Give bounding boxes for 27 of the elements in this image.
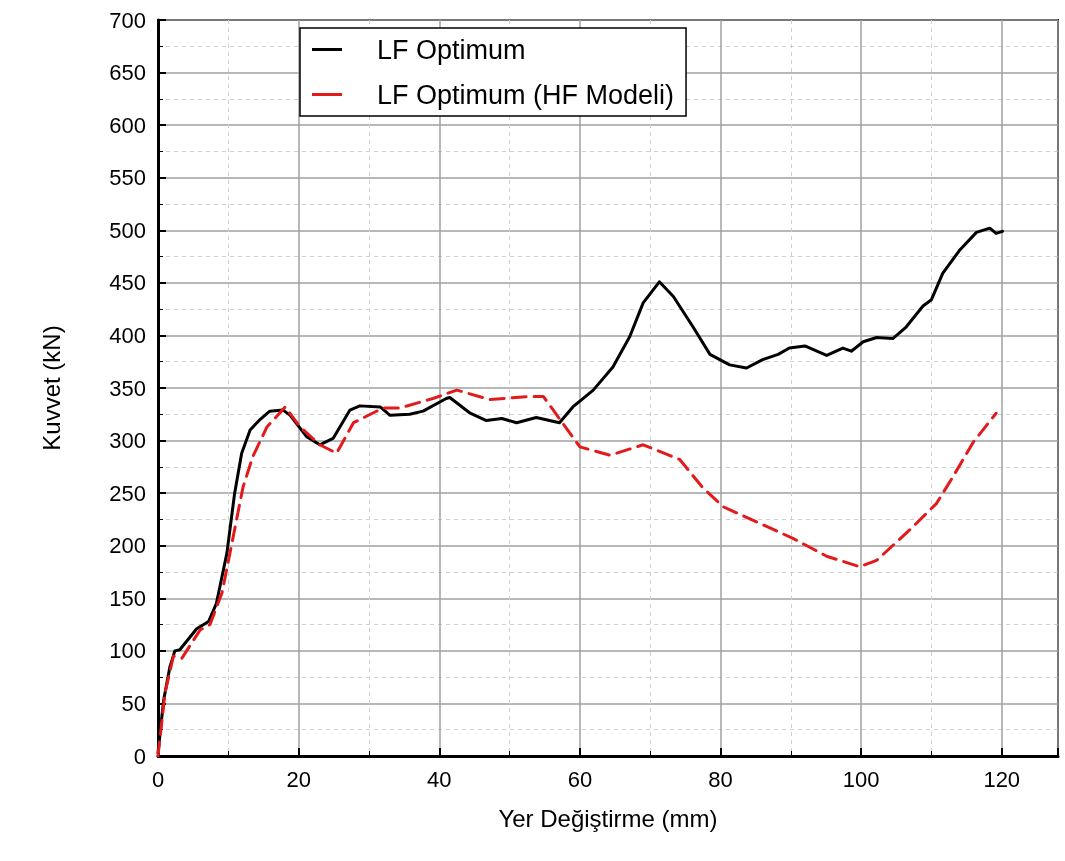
y-tick-label: 150: [109, 585, 146, 611]
y-tick-label: 450: [109, 270, 146, 296]
y-tick-label: 600: [109, 112, 146, 138]
y-tick-label: 550: [109, 165, 146, 191]
legend-label: LF Optimum (HF Modeli): [377, 79, 675, 110]
x-axis-title: Yer Değiştirme (mm): [498, 804, 718, 832]
x-tick-label: 20: [286, 766, 311, 792]
y-tick-label: 250: [109, 480, 146, 506]
x-tick-label: 0: [151, 766, 165, 792]
y-tick-label: 700: [109, 7, 146, 33]
y-axis-title: Kuvvet (kN): [37, 325, 65, 451]
y-tick-label: 650: [109, 60, 146, 86]
line-series: [156, 388, 998, 758]
y-tick-label: 50: [121, 690, 146, 716]
x-tick-label: 40: [427, 766, 452, 792]
y-tick-label: 500: [109, 217, 146, 243]
x-tick-label: 60: [567, 766, 593, 792]
legend-label: LF Optimum: [377, 34, 526, 65]
y-tick-label: 0: [133, 743, 146, 769]
x-tick-label: 120: [983, 766, 1021, 792]
y-tick-label: 100: [109, 638, 146, 664]
y-tick-label: 300: [109, 428, 146, 454]
y-tick-label: 350: [109, 375, 146, 401]
x-tick-label: 80: [708, 766, 733, 792]
y-tick-label: 400: [109, 322, 146, 348]
x-tick-label: 100: [842, 766, 880, 792]
y-tick-label: 200: [109, 533, 146, 559]
